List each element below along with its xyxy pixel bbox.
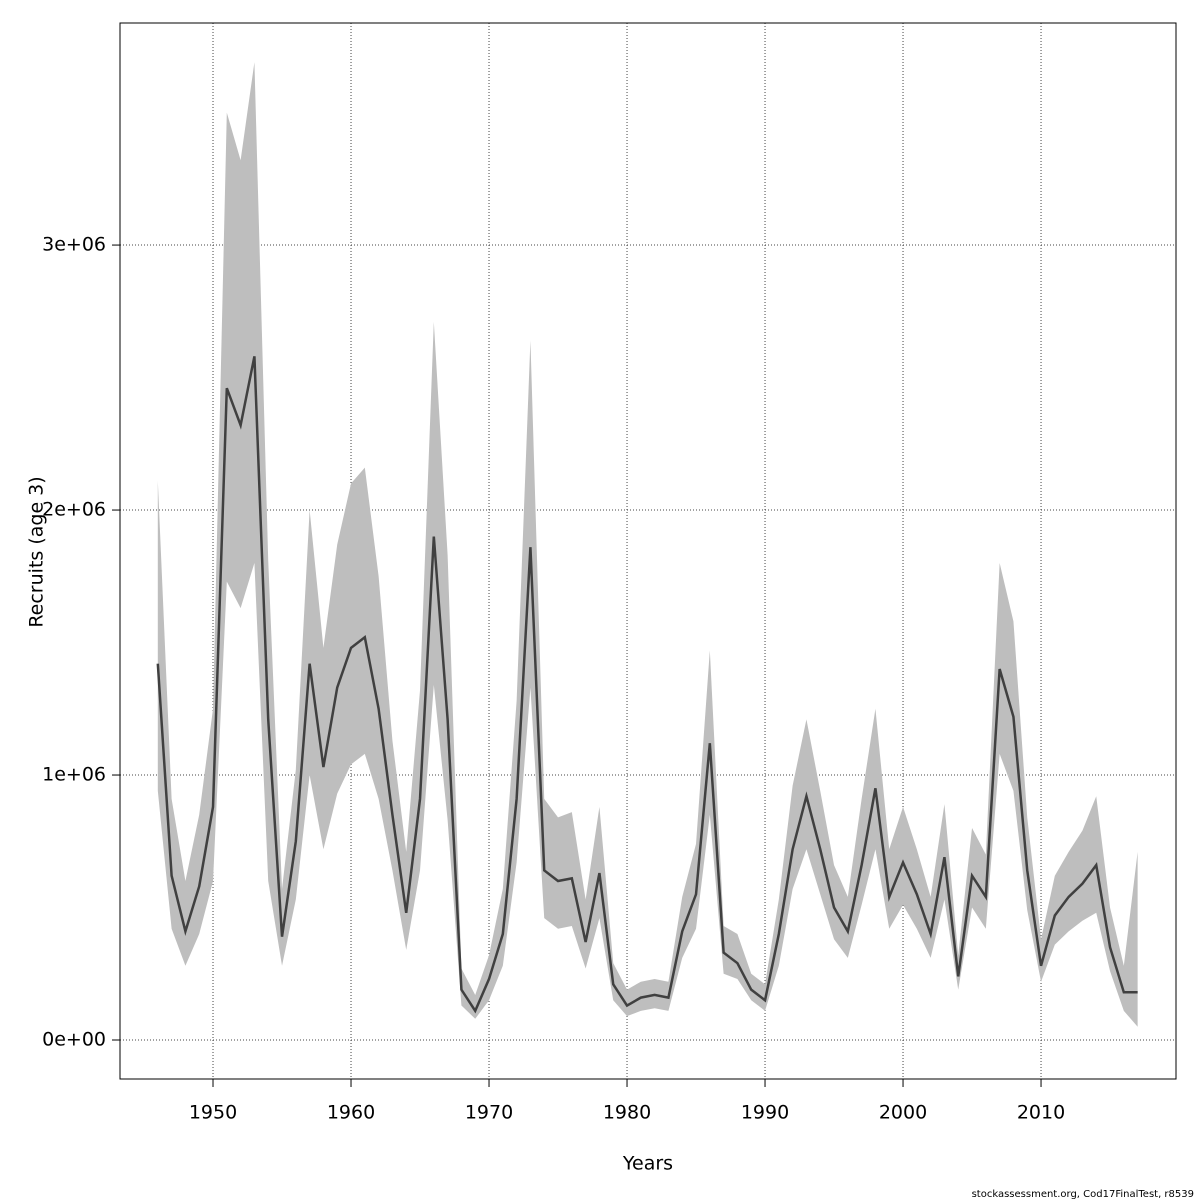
y-tick-label: 0e+00 (42, 1029, 106, 1051)
x-tick-label: 2000 (879, 1102, 927, 1124)
x-axis-label: Years (622, 1153, 673, 1175)
line (156, 356, 1138, 1014)
y-tick-label: 2e+06 (42, 499, 106, 521)
y-tick-label: 3e+06 (42, 234, 106, 256)
x-tick-label: 1950 (189, 1102, 237, 1124)
x-tick-label: 1990 (741, 1102, 789, 1124)
x-tick-label: 1980 (603, 1102, 651, 1124)
x-tick-label: 1970 (465, 1102, 513, 1124)
y-axis-label: Recruits (age 3) (26, 476, 48, 627)
footnote: stockassessment.org, Cod17FinalTest, r85… (972, 1189, 1194, 1200)
x-tick-label: 1960 (327, 1102, 375, 1124)
confidence-band (157, 62, 1138, 1027)
plot-frame (119, 22, 1177, 1080)
y-tick-label: 1e+06 (42, 764, 106, 786)
x-tick-label: 2010 (1017, 1102, 1065, 1124)
